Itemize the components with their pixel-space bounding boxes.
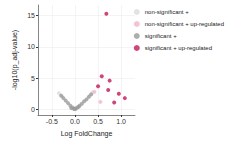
svg-text:5: 5	[31, 75, 35, 82]
svg-text:-0.5: -0.5	[46, 118, 58, 125]
svg-text:1.0: 1.0	[116, 118, 126, 125]
svg-text:0.5: 0.5	[93, 118, 103, 125]
svg-text:non-significant +: non-significant +	[145, 9, 189, 15]
svg-text:0: 0	[31, 106, 35, 113]
svg-text:non-significant + up-regulated: non-significant + up-regulated	[145, 21, 224, 27]
svg-text:significant +: significant +	[145, 33, 177, 39]
svg-text:10: 10	[27, 43, 35, 50]
svg-text:15: 15	[27, 12, 35, 19]
svg-text:0.0: 0.0	[70, 118, 80, 125]
svg-text:significant + up-regulated: significant + up-regulated	[145, 45, 212, 51]
svg-text:Log FoldChange: Log FoldChange	[61, 130, 113, 138]
svg-text:-log10(p_adj-value): -log10(p_adj-value)	[11, 30, 19, 90]
